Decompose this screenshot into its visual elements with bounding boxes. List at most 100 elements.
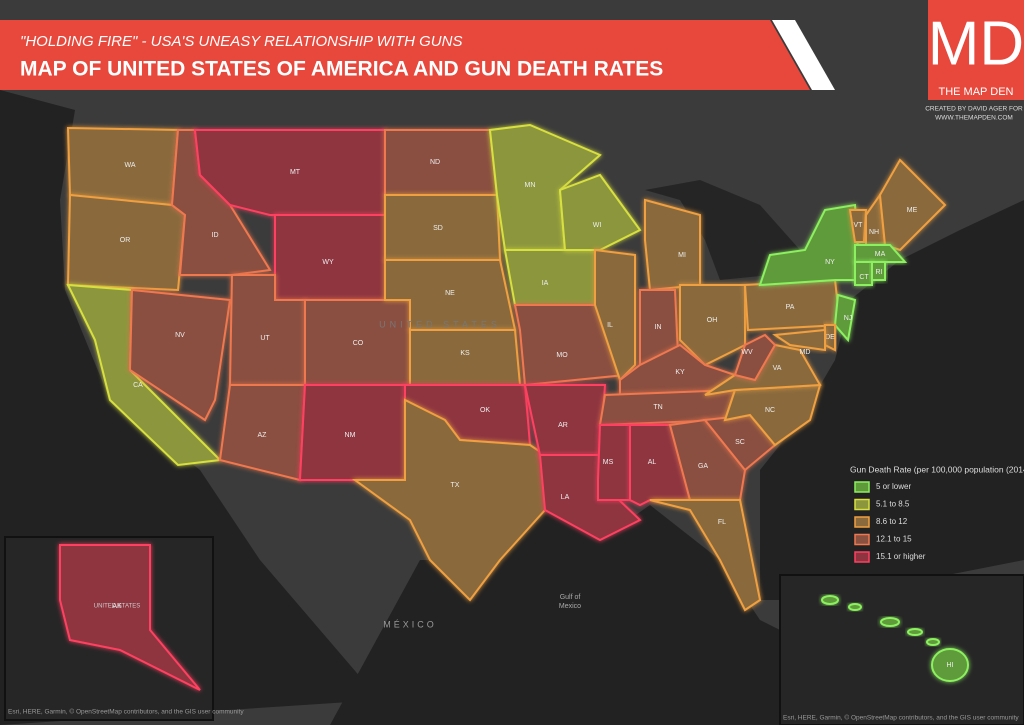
state [848, 209, 868, 243]
legend-swatch [854, 516, 870, 528]
state-label: MN [525, 182, 536, 189]
state [878, 158, 947, 252]
state [668, 418, 747, 501]
place-label: UNITED STATES [379, 319, 501, 329]
state [66, 126, 180, 207]
state-label: AR [558, 422, 568, 429]
state-label: MT [290, 169, 301, 176]
places: UNITED STATES MÉXICO Gulf of Mexico UNITED S… [94, 319, 581, 629]
state-label: NH [869, 229, 879, 236]
state-label: AZ [258, 432, 268, 439]
state-label: NM [345, 432, 356, 439]
island [926, 638, 940, 646]
place-label: Mexico [559, 603, 581, 610]
state-label: IA [542, 280, 549, 287]
state [644, 198, 701, 292]
legend-label: 5.1 to 8.5 [876, 500, 910, 509]
legend-label: 15.1 or higher [876, 552, 926, 561]
state-label: MA [875, 251, 886, 258]
legend-swatch [854, 533, 870, 546]
state-label: SC [735, 439, 745, 446]
state [871, 261, 886, 281]
legend-title: Gun Death Rate (per 100,000 population (… [850, 464, 1024, 474]
state-label: ID [212, 232, 219, 239]
state-label: SD [433, 225, 443, 232]
great-lakes [645, 180, 800, 280]
legend: 5 or lower 5.1 to 8.5 8.6 to 12 12.1 to 15 1… [854, 481, 926, 563]
state-label: VA [773, 365, 782, 372]
state-label: FL [718, 519, 726, 526]
island [821, 595, 839, 605]
state [523, 384, 607, 456]
state [274, 214, 386, 301]
state [854, 244, 908, 263]
island [907, 628, 923, 636]
state [679, 284, 746, 367]
island [931, 648, 969, 682]
state-label: NC [765, 407, 775, 414]
legend-swatch [854, 551, 870, 563]
place-label: Gulf of [560, 594, 581, 601]
state-label: IN [655, 324, 662, 331]
state [384, 129, 499, 196]
state-label: MI [678, 252, 686, 259]
place-label: UNITED STATES [94, 604, 140, 610]
state-label: CA [133, 382, 143, 389]
state-label: OR [120, 237, 131, 244]
state [503, 249, 596, 306]
state [409, 329, 522, 386]
state [733, 333, 777, 382]
state [649, 499, 762, 612]
state-label: NJ [844, 315, 853, 322]
state [351, 398, 546, 602]
island [880, 617, 900, 627]
state-label: MS [603, 459, 614, 466]
state-label: HI [947, 662, 954, 669]
state-label: ME [907, 207, 918, 214]
state-label: WA [124, 162, 135, 169]
states: WA OR CA NV ID MT WY UT CO AZ NM ND SD NE KS OK TX MN IA MO… [59, 123, 969, 691]
atlantic-ocean [760, 200, 1024, 600]
state-label: NV [175, 332, 185, 339]
legend-label: 12.1 to 15 [876, 535, 912, 544]
state [854, 261, 873, 286]
state [558, 173, 642, 251]
legend-label: 5 or lower [876, 482, 911, 491]
hawaii-inset [779, 574, 1024, 725]
state-label: CT [859, 274, 869, 281]
state-label: OH [707, 317, 718, 324]
island [848, 603, 862, 611]
state [128, 288, 232, 422]
attribution: Esri, HERE, Garmin, © OpenStreetMap cont… [8, 708, 244, 716]
state-label: AL [648, 459, 657, 466]
credit: CREATED BY DAVID AGER FOR [925, 106, 1023, 113]
state [772, 328, 826, 352]
attribution: Esri, HERE, Garmin, © OpenStreetMap cont… [783, 714, 1019, 722]
state-label: MO [556, 352, 568, 359]
legend-swatch [854, 481, 870, 493]
state-label: WI [593, 222, 602, 229]
state-label: DE [825, 334, 835, 341]
state-label: AK [112, 603, 122, 610]
state-label: CO [353, 340, 364, 347]
state-label: MD [800, 349, 811, 356]
state-label: RI [876, 269, 883, 276]
state-label: TN [653, 404, 662, 411]
title: MAP OF UNITED STATES OF AMERICA AND GUN … [20, 58, 663, 81]
legend-swatch [854, 498, 870, 511]
website: WWW.THEMAPDEN.COM [935, 115, 1013, 122]
state-label: WY [322, 259, 334, 266]
state-label: PA [786, 304, 795, 311]
state-label: GA [698, 463, 708, 470]
state-label: NY [825, 259, 835, 266]
state-label: OK [480, 407, 490, 414]
state-label: WV [741, 349, 753, 356]
subtitle: "HOLDING FIRE" - USA'S UNEASY RELATIONSH… [20, 33, 462, 50]
state-label: VT [854, 222, 864, 229]
logo-mark: MD [928, 9, 1024, 78]
state-label: KY [675, 369, 685, 376]
state [594, 248, 636, 382]
state [597, 424, 631, 501]
title-banner [0, 20, 810, 90]
